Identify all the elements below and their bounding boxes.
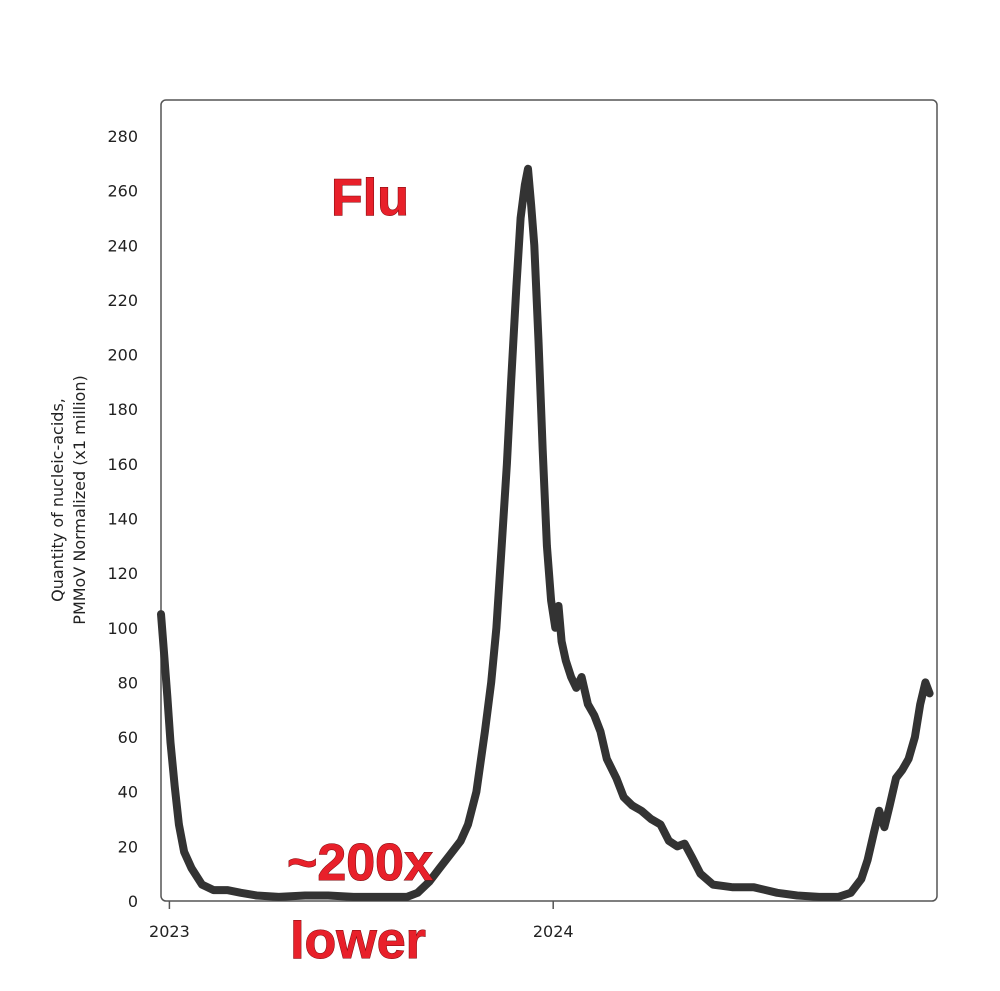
y-tick-label: 180 bbox=[107, 400, 138, 419]
y-tick-label: 80 bbox=[118, 673, 138, 692]
y-tick-label: 0 bbox=[128, 892, 138, 911]
x-tick-label: 2024 bbox=[533, 922, 574, 941]
y-axis-title-line-1: Quantity of nucleic-acids, bbox=[48, 398, 67, 602]
y-tick-label: 260 bbox=[107, 182, 138, 201]
y-axis: 0 20 40 60 80 100 120 140 160 180 200 220 240 260 280 bbox=[107, 127, 138, 911]
y-tick-label: 120 bbox=[107, 564, 138, 583]
y-axis-title: Quantity of nucleic-acids, PMMoV Normali… bbox=[48, 375, 89, 624]
y-tick-label: 240 bbox=[107, 236, 138, 255]
y-tick-label: 100 bbox=[107, 619, 138, 638]
plot-frame bbox=[160, 99, 938, 902]
y-tick-label: 220 bbox=[107, 291, 138, 310]
y-tick-label: 160 bbox=[107, 455, 138, 474]
annotation-lower: lower bbox=[290, 912, 426, 970]
flu-series-line bbox=[157, 164, 934, 901]
y-tick-label: 200 bbox=[107, 346, 138, 365]
x-tick-label: 2023 bbox=[149, 922, 190, 941]
annotation-200x: ~200x bbox=[287, 834, 433, 892]
y-tick-label: 60 bbox=[118, 728, 138, 747]
y-axis-title-line-2: PMMoV Normalized (x1 million) bbox=[70, 375, 89, 624]
y-tick-label: 140 bbox=[107, 510, 138, 529]
y-tick-label: 20 bbox=[118, 837, 138, 856]
y-tick-label: 280 bbox=[107, 127, 138, 146]
y-tick-label: 40 bbox=[118, 783, 138, 802]
x-axis: 2023 2024 bbox=[149, 901, 574, 941]
annotation-flu: Flu bbox=[331, 169, 409, 227]
